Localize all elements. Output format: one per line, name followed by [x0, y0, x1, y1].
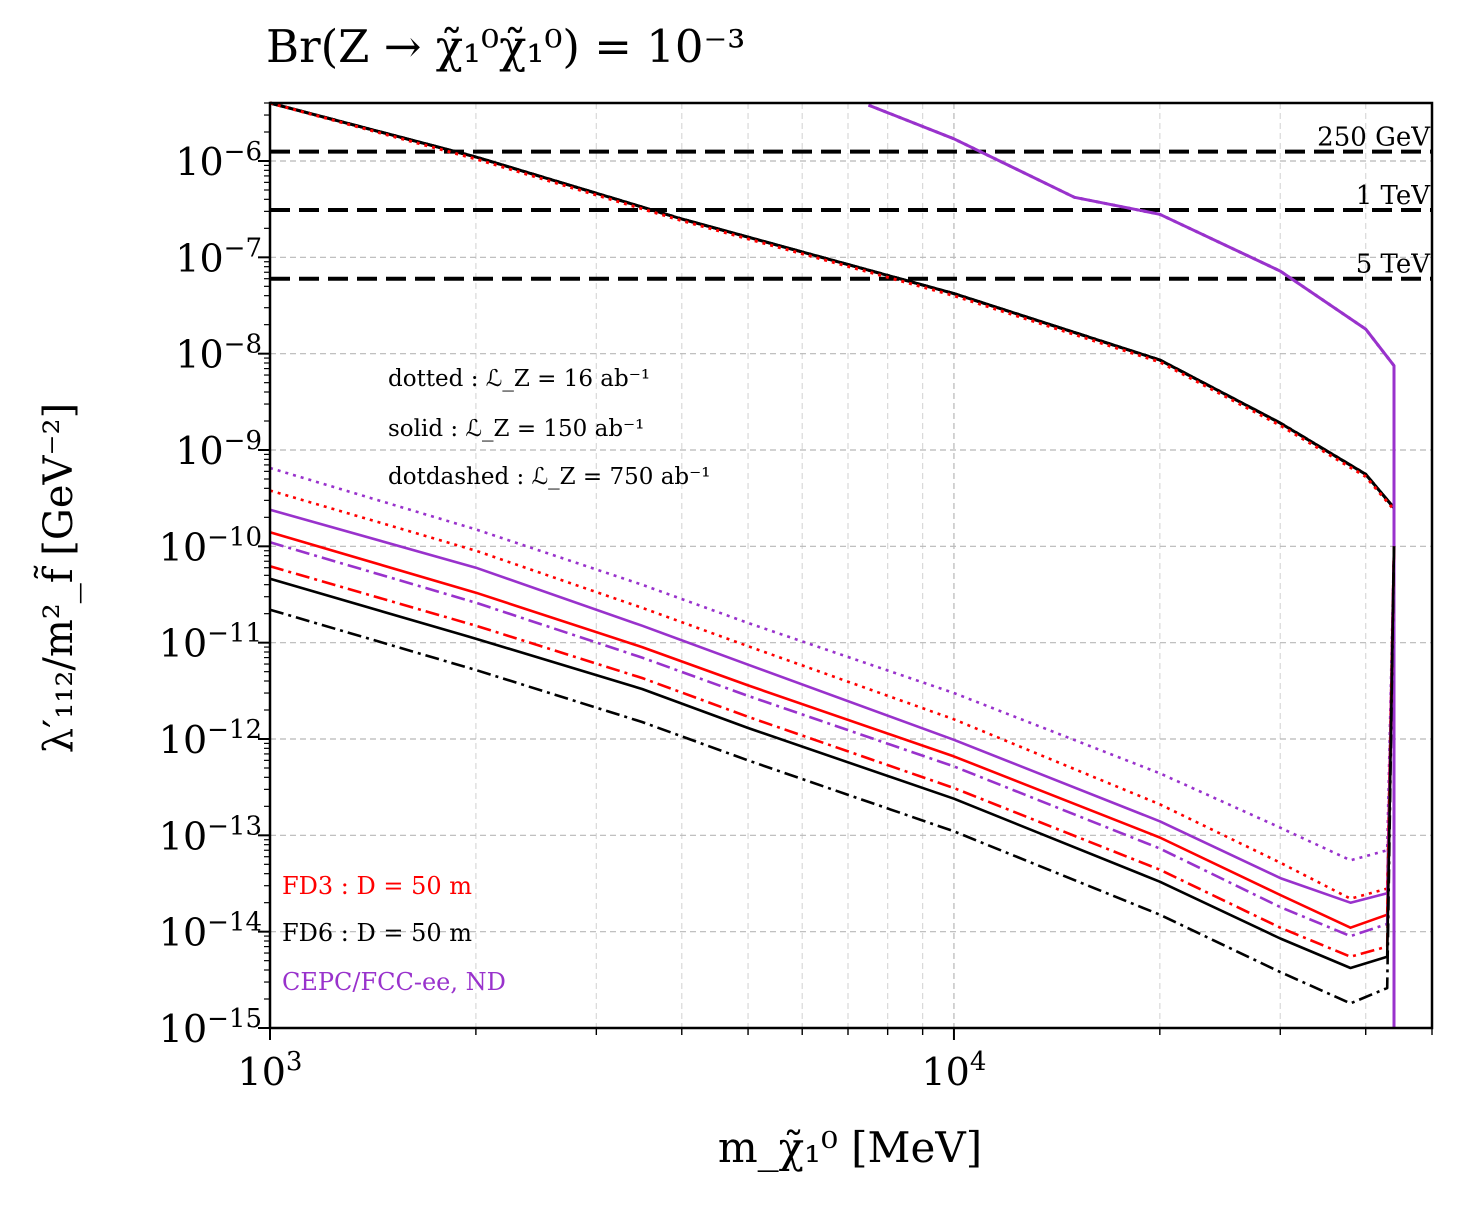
series-line — [269, 531, 1396, 929]
reference-line-label: 250 GeV — [1317, 123, 1431, 153]
reference-line-label: 1 TeV — [1356, 181, 1432, 211]
axis-ticks: 103 104 10−15 10−14 10−13 10−12 10−11 10−10 10−9… — [159, 102, 1433, 1094]
series-line — [269, 489, 1396, 900]
y-tick-label: 10−7 — [175, 233, 262, 280]
y-tick-label: 10−8 — [175, 330, 262, 377]
data-series — [269, 101, 1396, 1028]
y-tick-label: 10−10 — [159, 522, 262, 569]
plot-frame — [268, 101, 1434, 1030]
legend-nd: CEPC/FCC-ee, ND — [282, 968, 506, 996]
series-line — [269, 541, 1396, 938]
y-tick-label: 10−11 — [159, 619, 262, 666]
legend-fd6: FD6 : D = 50 m — [282, 919, 472, 947]
y-tick-label: 10−9 — [175, 426, 262, 473]
annotation-dotted: dotted : ℒ_Z = 16 ab⁻¹ — [388, 366, 650, 392]
y-tick-label: 10−15 — [159, 1004, 262, 1051]
y-axis-label: λ′₁₁₂/m²_f̃ [GeV⁻²] — [33, 403, 82, 753]
y-tick-label: 10−6 — [175, 137, 262, 184]
series-line — [269, 508, 1396, 904]
y-tick-label: 10−13 — [159, 811, 262, 858]
reference-line-label: 5 TeV — [1356, 250, 1432, 280]
legend-fd3: FD3 : D = 50 m — [282, 872, 472, 900]
annotation-solid: solid : ℒ_Z = 150 ab⁻¹ — [388, 416, 644, 442]
y-tick-label: 10−14 — [159, 908, 262, 955]
series-line — [867, 103, 1396, 1028]
annotation-dotdashed: dotdashed : ℒ_Z = 750 ab⁻¹ — [388, 464, 711, 490]
chart-title: Br(Z → χ̃₁⁰χ̃₁⁰) = 10⁻³ — [266, 20, 745, 73]
series-line — [269, 466, 1396, 862]
series-line — [269, 546, 1396, 1005]
series-line — [269, 546, 1396, 958]
series-line — [269, 546, 1396, 970]
reference-lines: 250 GeV 1 TeV 5 TeV — [270, 123, 1432, 281]
y-tick-label: 10−12 — [159, 715, 262, 762]
x-tick-label: 103 — [238, 1047, 303, 1094]
x-axis-label: m_χ̃₁⁰ [MeV] — [718, 1123, 982, 1172]
x-tick-label: 104 — [921, 1047, 986, 1094]
